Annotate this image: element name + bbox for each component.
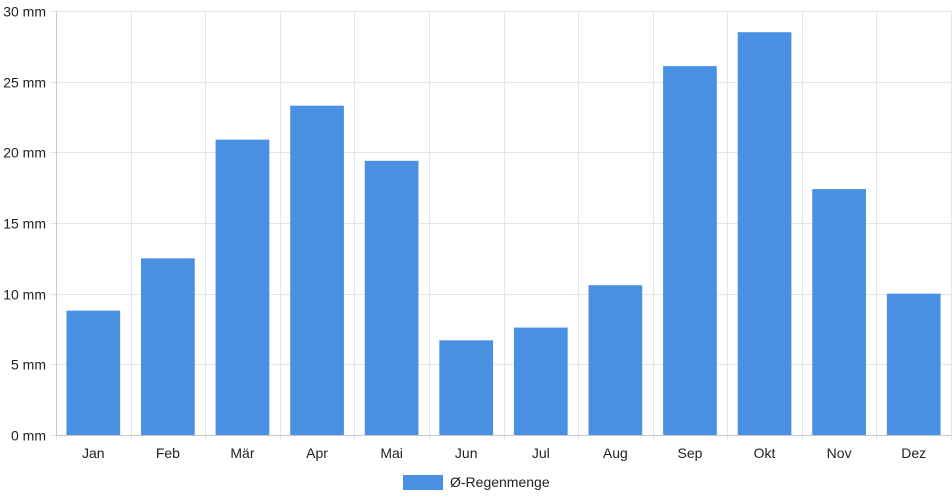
x-axis-ticks: Jan Feb Mär Apr Mai Jun Jul Aug Sep Okt Nov Dez — [82, 445, 926, 461]
legend-label[interactable]: Ø-Regenmenge — [450, 474, 550, 490]
x-tick-label: Aug — [603, 445, 628, 461]
x-tick-label: Jan — [82, 445, 105, 461]
x-tick-label: Feb — [156, 445, 180, 461]
y-tick-label: 5 mm — [11, 357, 46, 373]
bar-nov[interactable] — [812, 189, 866, 435]
x-tick-label: Apr — [306, 445, 328, 461]
y-tick-label: 10 mm — [3, 287, 46, 303]
y-tick-label: 30 mm — [3, 4, 46, 20]
x-tick-label: Dez — [901, 445, 926, 461]
bar-mai[interactable] — [364, 160, 419, 435]
bar-jan[interactable] — [66, 310, 121, 435]
x-tick-label: Okt — [754, 445, 776, 461]
bar-jun[interactable] — [439, 340, 494, 435]
legend[interactable]: Ø-Regenmenge — [403, 474, 550, 490]
x-tick-label: Jun — [455, 445, 478, 461]
x-tick-label: Mai — [380, 445, 403, 461]
bar-okt[interactable] — [737, 32, 792, 435]
y-tick-label: 15 mm — [3, 216, 46, 232]
bar-aug[interactable] — [588, 285, 643, 435]
x-tick-label: Sep — [677, 445, 702, 461]
y-axis-ticks: 0 mm 5 mm 10 mm 15 mm 20 mm 25 mm 30 mm — [3, 4, 46, 444]
bar-sep[interactable] — [663, 66, 717, 436]
bar-jul[interactable] — [513, 327, 568, 435]
x-tick-label: Nov — [827, 445, 852, 461]
bar-dez[interactable] — [886, 293, 941, 435]
y-tick-label: 0 mm — [11, 428, 46, 444]
bars — [66, 32, 941, 436]
x-tick-label: Jul — [532, 445, 550, 461]
bar-apr[interactable] — [290, 105, 344, 435]
y-tick-label: 25 mm — [3, 75, 46, 91]
x-tick-label: Mär — [230, 445, 254, 461]
y-tick-label: 20 mm — [3, 145, 46, 161]
legend-swatch[interactable] — [403, 475, 443, 490]
bar-mär[interactable] — [215, 139, 270, 436]
grid-lines — [50, 11, 952, 441]
bar-feb[interactable] — [141, 258, 195, 435]
